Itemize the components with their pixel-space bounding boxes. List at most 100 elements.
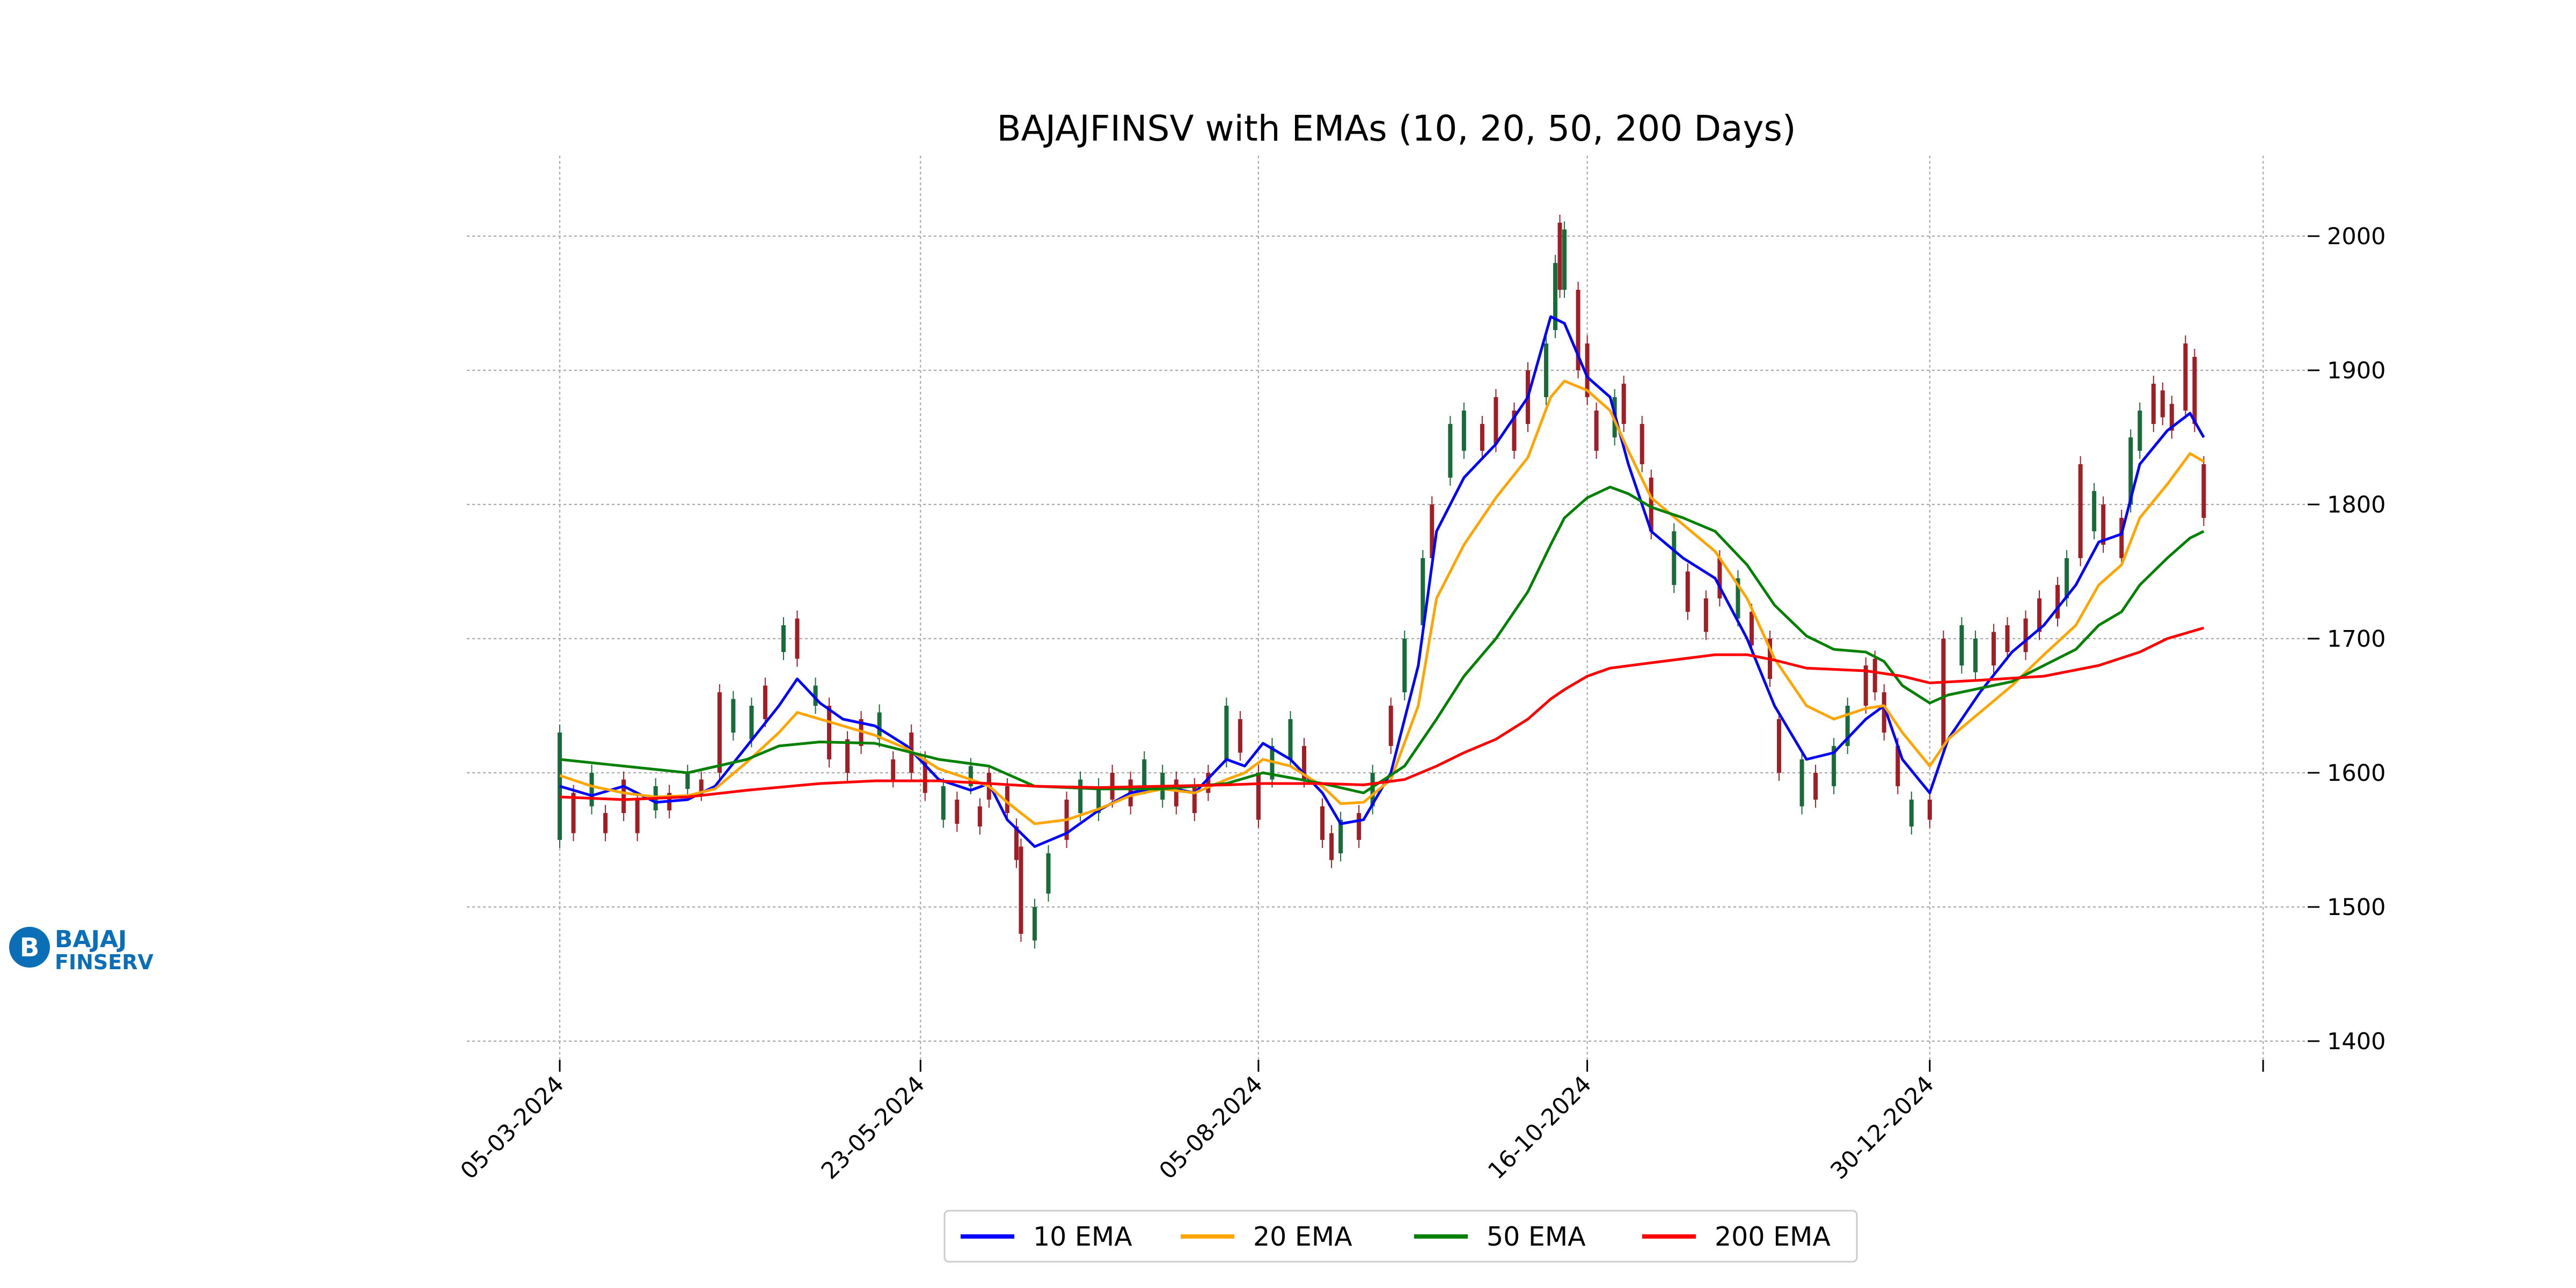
- candle-body: [2101, 504, 2106, 545]
- logo-emblem-letter: B: [20, 933, 40, 963]
- candle-body: [2037, 598, 2042, 632]
- y-tick-label: 2000: [2327, 223, 2385, 250]
- candle-body: [1736, 578, 1740, 619]
- candle-body: [1032, 907, 1037, 941]
- legend-label: 20 EMA: [1253, 1221, 1352, 1252]
- candle-body: [635, 800, 640, 833]
- candle-body: [1909, 800, 1914, 826]
- candle-body: [1813, 773, 1818, 800]
- candle-body: [2023, 618, 2028, 652]
- x-tick-label: 16-10-2024: [1483, 1071, 1597, 1184]
- candle-body: [1078, 779, 1083, 813]
- candle-body: [1320, 806, 1325, 840]
- candle-body: [1717, 558, 1722, 598]
- candle-body: [1557, 223, 1562, 290]
- candle-body: [1777, 719, 1782, 773]
- candle-body: [699, 779, 704, 793]
- x-tick-label: 05-03-2024: [456, 1071, 569, 1184]
- candle-body: [1046, 853, 1051, 894]
- candlesticks: [558, 215, 2206, 949]
- candle-body: [1594, 411, 1599, 451]
- candle-body: [977, 806, 982, 826]
- candle-body: [589, 773, 594, 807]
- y-tick-label: 1500: [2327, 894, 2385, 921]
- candle-body: [827, 706, 832, 759]
- series-line-20-ema: [559, 379, 2205, 825]
- candle-body: [1703, 598, 1708, 632]
- y-tick-label: 1700: [2327, 626, 2385, 653]
- candle-body: [1882, 692, 1886, 733]
- x-tick-label: 05-08-2024: [1154, 1071, 1268, 1184]
- candle-body: [1370, 773, 1375, 807]
- candle-body: [795, 618, 800, 659]
- candle-body: [2160, 390, 2165, 418]
- candle-body: [1621, 384, 1626, 424]
- candle-body: [1553, 263, 1558, 330]
- candle-body: [1872, 658, 1877, 692]
- candle-body: [731, 699, 736, 733]
- candle-body: [2005, 625, 2010, 652]
- candle-body: [1863, 665, 1868, 706]
- candle-body: [1192, 786, 1197, 813]
- logo-emblem-icon: [9, 927, 50, 968]
- y-tick-label: 1400: [2327, 1028, 2385, 1055]
- candle-body: [2183, 343, 2188, 411]
- candle-body: [1430, 504, 1435, 558]
- candle-body: [1224, 706, 1229, 759]
- series-line-200-ema: [559, 626, 2205, 801]
- candle-body: [1973, 639, 1978, 672]
- legend-box: [943, 1210, 1858, 1263]
- candle-body: [1544, 343, 1549, 397]
- candle-body: [1562, 229, 1567, 290]
- candle-body: [1256, 773, 1261, 820]
- candle-body: [968, 766, 973, 786]
- series-line-10-ema: [559, 315, 2205, 848]
- candle-body: [1174, 779, 1179, 807]
- candle-body: [1480, 424, 1484, 451]
- candle-body: [1991, 632, 1996, 665]
- x-tick-label: 30-12-2024: [1826, 1071, 1940, 1184]
- legend-label: 50 EMA: [1487, 1221, 1586, 1252]
- candle-body: [2192, 357, 2197, 424]
- candle-body: [621, 779, 626, 813]
- y-tick-label: 1900: [2327, 357, 2385, 384]
- candle-body: [2128, 437, 2133, 504]
- legend: 10 EMA 20 EMA 50 EMA 200 EMA: [943, 1210, 1858, 1263]
- candle-body: [1461, 411, 1466, 451]
- candle-body: [1640, 424, 1644, 464]
- candle-body: [717, 692, 722, 773]
- candle-body: [685, 773, 690, 789]
- candle-body: [1896, 746, 1900, 786]
- candle-body: [1749, 612, 1754, 646]
- y-tick-label: 1600: [2327, 760, 2385, 787]
- chart-title: BAJAJFINSV with EMAs (10, 20, 50, 200 Da…: [997, 108, 1796, 149]
- candle-body: [1096, 786, 1101, 813]
- x-tick-label: 23-05-2024: [816, 1071, 930, 1184]
- series-line-50-ema: [559, 486, 2205, 794]
- y-tick-label: 1800: [2327, 492, 2385, 518]
- candle-body: [1672, 531, 1677, 585]
- candle-body: [1576, 290, 1580, 370]
- candle-body: [2201, 464, 2206, 518]
- candle-body: [1005, 786, 1009, 813]
- candle-body: [1014, 826, 1019, 860]
- candle-body: [923, 759, 927, 793]
- candle-body: [1585, 343, 1590, 397]
- candle-body: [891, 759, 896, 780]
- candle-body: [2119, 518, 2124, 558]
- candle-body: [1329, 833, 1334, 860]
- candle-body: [603, 813, 608, 833]
- candle-body: [1388, 706, 1393, 746]
- candle-body: [1845, 706, 1850, 746]
- candle-body: [877, 712, 882, 740]
- legend-label: 200 EMA: [1715, 1221, 1831, 1252]
- candle-body: [1959, 625, 1964, 665]
- candle-body: [2151, 384, 2156, 424]
- x-axis: 05-03-2024 23-05-2024 05-08-2024 16-10-2024…: [456, 1060, 2264, 1184]
- candle-body: [813, 685, 818, 706]
- bajaj-finserv-logo: B BAJAJ FINSERV: [9, 926, 153, 974]
- candle-body: [1494, 397, 1498, 444]
- candle-body: [1288, 719, 1293, 759]
- candle-body: [749, 706, 754, 740]
